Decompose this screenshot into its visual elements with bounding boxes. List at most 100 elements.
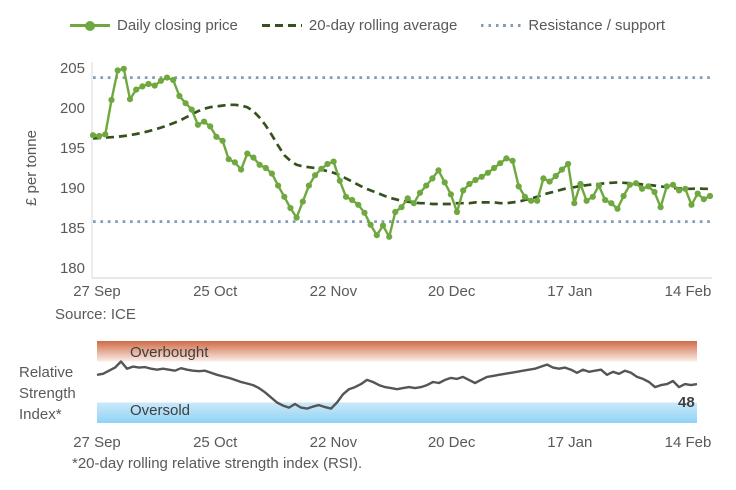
daily-price-marker [558, 166, 566, 173]
daily-price-marker [435, 167, 442, 174]
daily-price-marker [620, 192, 627, 200]
daily-price-marker [342, 193, 350, 200]
daily-price-marker [534, 197, 541, 204]
daily-price-marker [275, 182, 282, 189]
daily-price-marker [595, 182, 603, 189]
dotted-line-icon [481, 24, 522, 27]
daily-price-marker [540, 175, 547, 182]
daily-price-marker [392, 208, 399, 216]
daily-price-marker [645, 183, 652, 190]
daily-price-marker [213, 133, 220, 140]
daily-price-marker [577, 180, 584, 188]
daily-price-marker [589, 193, 596, 200]
daily-price-marker [497, 160, 504, 167]
price-chart: 180 185 190 195 200 205 27 Sep 25 Oct 22 Nov 20 D… [60, 60, 714, 300]
y-tick-label: 180 [60, 260, 85, 277]
rsi-x-tick-label: 14 Feb [665, 434, 712, 451]
daily-price-marker [324, 160, 331, 168]
legend-label-daily-price: Daily closing price [117, 17, 238, 34]
rsi-x-tick-label: 25 Oct [193, 434, 238, 451]
daily-price-marker [281, 193, 288, 200]
daily-price-marker [682, 185, 689, 192]
daily-price-marker [262, 164, 269, 172]
rsi-axis-title-line3: Index* [19, 406, 62, 423]
daily-price-marker [632, 180, 640, 187]
x-tick-label: 20 Dec [428, 283, 476, 300]
rsi-chart: 27 Sep 25 Oct 22 Nov 20 Dec 17 Jan 14 Feb [73, 341, 711, 451]
daily-price-marker [503, 155, 510, 162]
daily-price-marker [355, 201, 362, 208]
daily-price-marker [429, 175, 436, 182]
daily-price-marker [238, 166, 245, 173]
daily-price-marker [96, 132, 103, 140]
y-tick-label: 190 [60, 180, 85, 197]
daily-price-marker [139, 83, 146, 90]
daily-price-marker [484, 169, 491, 176]
daily-price-marker [706, 192, 714, 200]
daily-price-marker [639, 185, 646, 192]
daily-price-marker [102, 131, 109, 138]
rsi-axis-title-line1: Relative [19, 364, 74, 381]
rsi-last-value: 48 [678, 394, 695, 411]
daily-price-marker [700, 196, 707, 203]
daily-price-marker [201, 118, 208, 125]
daily-price-marker [231, 159, 238, 166]
daily-price-marker [176, 92, 183, 100]
daily-price-marker [663, 183, 670, 190]
legend: Daily closing price 20-day rolling avera… [70, 17, 665, 34]
daily-price-marker [207, 123, 214, 130]
daily-price-marker [478, 173, 485, 180]
legend-item-rolling-average: 20-day rolling average [261, 17, 458, 34]
daily-price-marker [256, 161, 263, 168]
y-tick-label: 200 [60, 100, 85, 117]
daily-price-marker [546, 178, 553, 185]
daily-price-marker [571, 200, 578, 207]
daily-price-marker [552, 172, 559, 180]
legend-label-rolling-average: 20-day rolling average [308, 17, 458, 34]
rsi-line [96, 360, 698, 410]
daily-price-marker [694, 190, 701, 197]
x-tick-label: 17 Jan [547, 283, 592, 300]
green-line-marker-icon [70, 20, 110, 31]
daily-price-marker [145, 80, 152, 88]
daily-price-marker [330, 158, 337, 165]
legend-item-resistance-support: Resistance / support [481, 17, 665, 34]
daily-price-marker [373, 232, 380, 239]
x-tick-label: 25 Oct [193, 283, 238, 300]
daily-price-marker [114, 67, 121, 74]
x-tick-label: 14 Feb [665, 283, 712, 300]
daily-price-marker [219, 137, 226, 144]
daily-price-marker [447, 191, 454, 198]
daily-price-marker [626, 181, 633, 188]
daily-price-marker [151, 82, 158, 89]
rsi-x-tick-label: 17 Jan [547, 434, 592, 451]
daily-price-marker [318, 165, 325, 172]
daily-price-marker [126, 96, 134, 103]
legend-item-daily-price: Daily closing price [70, 17, 238, 34]
daily-price-marker [410, 200, 417, 207]
daily-price-marker [182, 100, 189, 107]
daily-price-marker [602, 196, 609, 204]
dashed-line-icon [261, 23, 302, 28]
daily-price-marker [416, 189, 424, 196]
y-tick-label: 195 [60, 140, 85, 157]
daily-price-marker [528, 197, 535, 204]
source-note: Source: ICE [55, 306, 136, 323]
footnote: *20-day rolling relative strength index … [72, 455, 363, 472]
y-tick-label: 185 [60, 220, 85, 237]
daily-price-marker [188, 106, 195, 113]
daily-price-marker [453, 208, 461, 216]
daily-price-marker [349, 196, 356, 204]
daily-price-marker [133, 86, 140, 93]
daily-price-marker [170, 76, 177, 84]
daily-price-marker [404, 195, 411, 202]
oversold-band-label: Oversold [130, 402, 191, 419]
daily-price-marker [244, 150, 251, 157]
daily-price-marker [398, 204, 405, 211]
daily-price-marker [361, 209, 368, 216]
daily-price-marker [89, 132, 97, 139]
oversold-band [97, 402, 697, 423]
x-tick-label: 22 Nov [310, 283, 358, 300]
rsi-axis-title: Relative Strength Index* [19, 362, 76, 425]
daily-price-marker [157, 77, 164, 84]
